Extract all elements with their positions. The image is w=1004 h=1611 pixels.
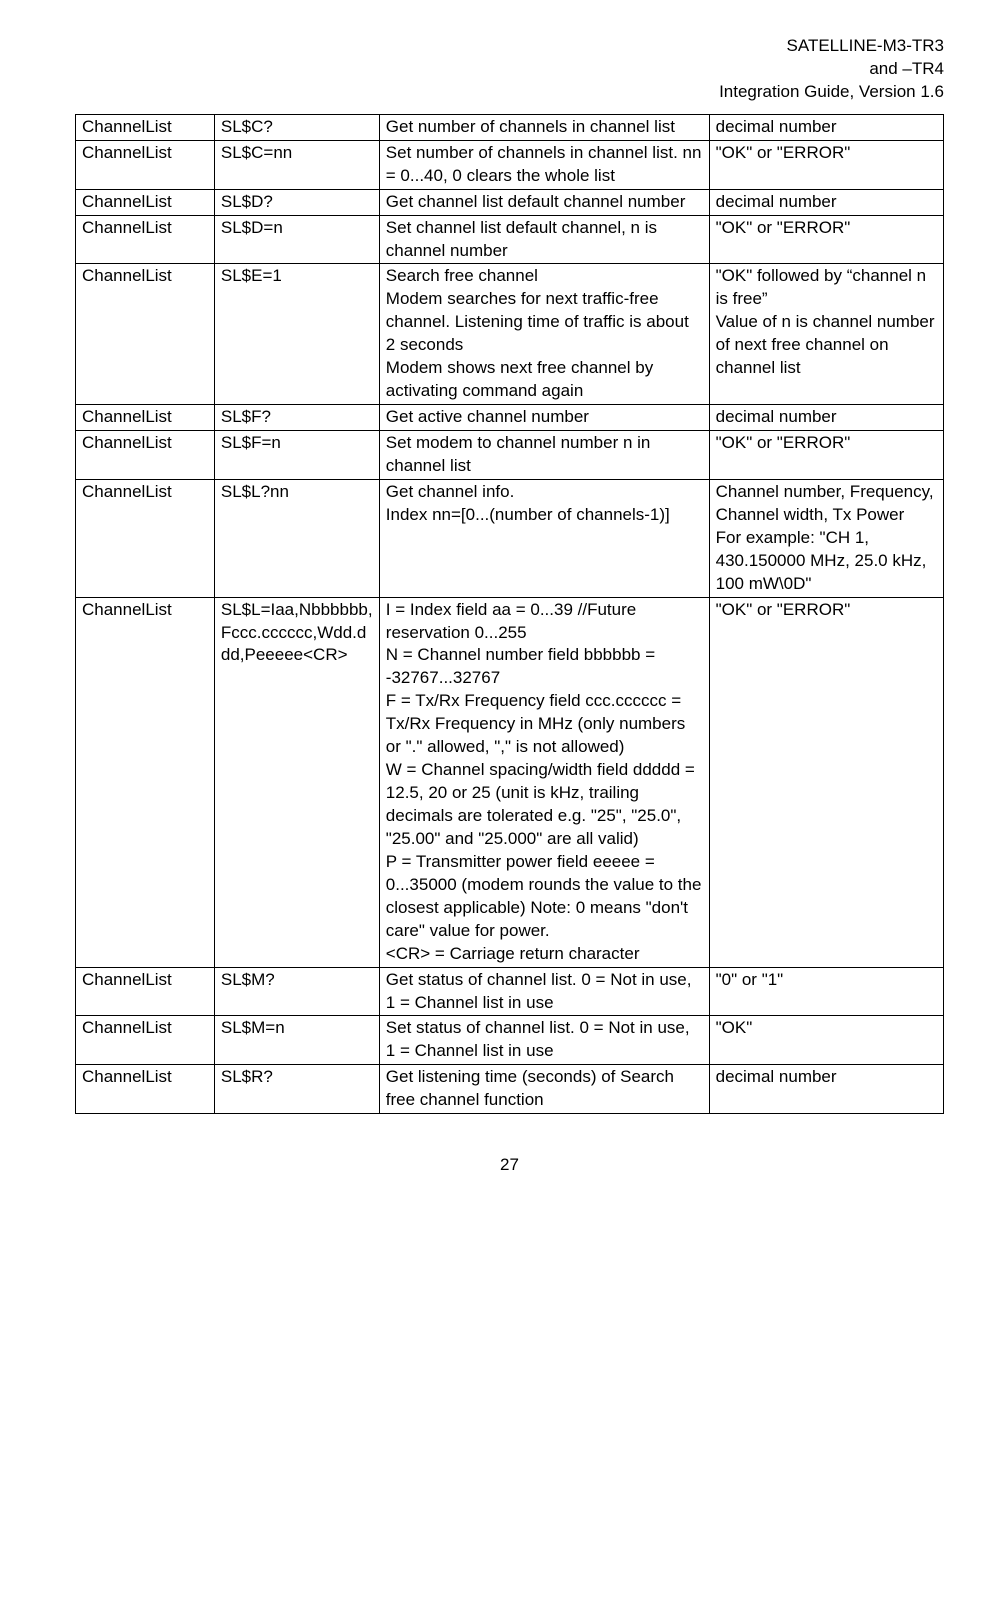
table-cell: I = Index field aa = 0...39 //Future res…: [379, 597, 709, 967]
table-cell: "0" or "1": [709, 967, 943, 1016]
table-row: ChannelListSL$D?Get channel list default…: [76, 189, 944, 215]
header-line-3: Integration Guide, Version 1.6: [75, 81, 944, 104]
table-cell: Set modem to channel number n in channel…: [379, 431, 709, 480]
table-row: ChannelListSL$E=1Search free channelMode…: [76, 264, 944, 405]
table-cell: SL$L=Iaa,Nbbbbbb,Fccc.cccccc,Wdd.ddd,Pee…: [214, 597, 379, 967]
table-cell: ChannelList: [76, 264, 215, 405]
table-row: ChannelListSL$L=Iaa,Nbbbbbb,Fccc.cccccc,…: [76, 597, 944, 967]
table-cell: Search free channelModem searches for ne…: [379, 264, 709, 405]
table-cell: SL$F?: [214, 405, 379, 431]
table-cell: ChannelList: [76, 597, 215, 967]
table-cell: ChannelList: [76, 140, 215, 189]
table-cell: "OK" followed by “channel n is free”Valu…: [709, 264, 943, 405]
table-row: ChannelListSL$L?nnGet channel info.Index…: [76, 479, 944, 597]
table-cell: ChannelList: [76, 114, 215, 140]
table-cell: "OK": [709, 1016, 943, 1065]
table-cell: ChannelList: [76, 967, 215, 1016]
table-row: ChannelListSL$C=nnSet number of channels…: [76, 140, 944, 189]
header-line-2: and –TR4: [75, 58, 944, 81]
table-cell: Get listening time (seconds) of Search f…: [379, 1065, 709, 1114]
page-number: 27: [75, 1154, 944, 1177]
table-row: ChannelListSL$F=nSet modem to channel nu…: [76, 431, 944, 480]
table-cell: SL$R?: [214, 1065, 379, 1114]
table-cell: SL$C?: [214, 114, 379, 140]
table-row: ChannelListSL$D=nSet channel list defaul…: [76, 215, 944, 264]
table-cell: SL$E=1: [214, 264, 379, 405]
table-cell: ChannelList: [76, 405, 215, 431]
table-cell: Set number of channels in channel list. …: [379, 140, 709, 189]
table-cell: SL$M?: [214, 967, 379, 1016]
table-cell: ChannelList: [76, 215, 215, 264]
table-cell: ChannelList: [76, 189, 215, 215]
table-row: ChannelListSL$F?Get active channel numbe…: [76, 405, 944, 431]
table-cell: Channel number, Frequency, Channel width…: [709, 479, 943, 597]
table-cell: decimal number: [709, 405, 943, 431]
table-cell: Set status of channel list. 0 = Not in u…: [379, 1016, 709, 1065]
table-row: ChannelListSL$M?Get status of channel li…: [76, 967, 944, 1016]
table-cell: decimal number: [709, 1065, 943, 1114]
table-row: ChannelListSL$R?Get listening time (seco…: [76, 1065, 944, 1114]
table-cell: "OK" or "ERROR": [709, 215, 943, 264]
table-cell: ChannelList: [76, 1065, 215, 1114]
table-cell: "OK" or "ERROR": [709, 140, 943, 189]
table-cell: SL$D?: [214, 189, 379, 215]
table-cell: decimal number: [709, 189, 943, 215]
header-line-1: SATELLINE-M3-TR3: [75, 35, 944, 58]
table-cell: Get channel info.Index nn=[0...(number o…: [379, 479, 709, 597]
command-table: ChannelListSL$C?Get number of channels i…: [75, 114, 944, 1114]
table-cell: ChannelList: [76, 479, 215, 597]
table-row: ChannelListSL$M=nSet status of channel l…: [76, 1016, 944, 1065]
table-cell: SL$F=n: [214, 431, 379, 480]
table-row: ChannelListSL$C?Get number of channels i…: [76, 114, 944, 140]
table-cell: Get channel list default channel number: [379, 189, 709, 215]
page-header: SATELLINE-M3-TR3 and –TR4 Integration Gu…: [75, 35, 944, 104]
table-cell: SL$L?nn: [214, 479, 379, 597]
table-cell: decimal number: [709, 114, 943, 140]
table-cell: "OK" or "ERROR": [709, 431, 943, 480]
table-cell: ChannelList: [76, 431, 215, 480]
table-cell: Get active channel number: [379, 405, 709, 431]
table-cell: ChannelList: [76, 1016, 215, 1065]
table-cell: Get status of channel list. 0 = Not in u…: [379, 967, 709, 1016]
table-cell: SL$M=n: [214, 1016, 379, 1065]
table-cell: SL$D=n: [214, 215, 379, 264]
table-cell: Set channel list default channel, n is c…: [379, 215, 709, 264]
table-cell: Get number of channels in channel list: [379, 114, 709, 140]
table-cell: SL$C=nn: [214, 140, 379, 189]
table-cell: "OK" or "ERROR": [709, 597, 943, 967]
